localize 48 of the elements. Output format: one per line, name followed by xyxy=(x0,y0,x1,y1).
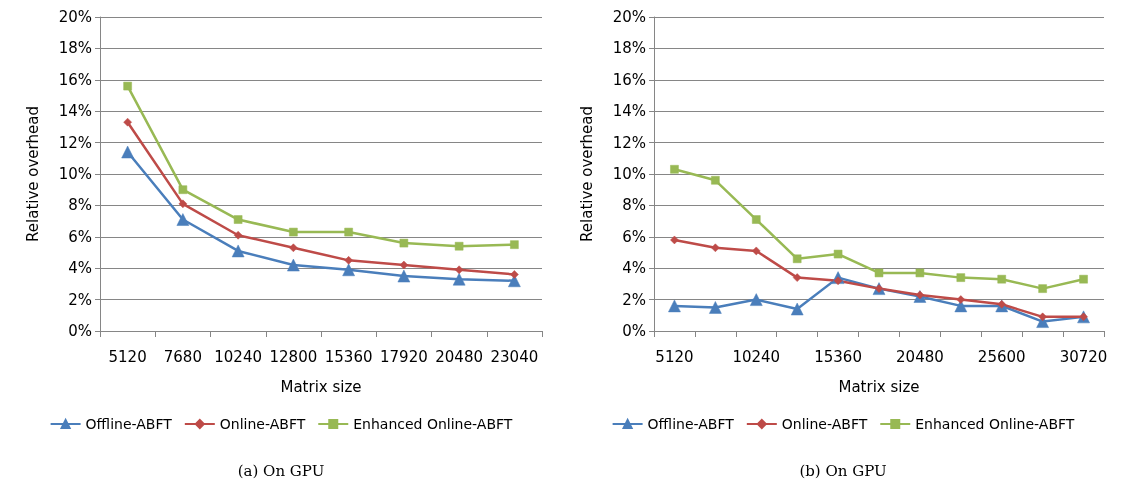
x-tick-label: 10240 xyxy=(214,347,262,366)
x-tick-label: 12800 xyxy=(269,347,318,366)
x-axis-title: Matrix size xyxy=(838,377,920,396)
legend-label: Enhanced Online-ABFT xyxy=(915,416,1075,432)
y-axis-title: Relative overhead xyxy=(577,106,596,242)
x-tick-label: 20480 xyxy=(435,347,483,366)
y-tick-label: 2% xyxy=(622,290,646,309)
y-tick-label: 10% xyxy=(612,165,646,183)
y-tick-label: 4% xyxy=(622,259,646,278)
legend-label: Enhanced Online-ABFT xyxy=(353,416,513,432)
x-tick-label: 15360 xyxy=(324,347,373,366)
x-tick-label: 30720 xyxy=(1059,347,1108,366)
y-tick-label: 0% xyxy=(68,322,92,340)
x-axis-title: Matrix size xyxy=(280,377,362,396)
text: (b) On GPU xyxy=(799,461,887,480)
y-tick-label: 0% xyxy=(622,322,646,340)
y-tick-label: 8% xyxy=(622,196,646,215)
y-tick-label: 6% xyxy=(68,227,92,246)
y-tick-label: 6% xyxy=(622,227,646,246)
x-tick-label: 25600 xyxy=(977,347,1026,366)
y-tick-label: 8% xyxy=(68,196,92,215)
text: (a) On GPU xyxy=(237,461,325,480)
y-tick-label: 4% xyxy=(68,259,92,278)
legend-label: Offline-ABFT xyxy=(85,416,173,432)
y-tick-label: 18% xyxy=(58,39,92,58)
y-tick-label: 12% xyxy=(58,133,92,152)
x-tick-label: 5120 xyxy=(108,347,147,366)
y-tick-label: 20% xyxy=(612,8,646,26)
y-axis-title: Relative overhead xyxy=(23,106,42,242)
y-tick-label: 14% xyxy=(58,102,92,121)
x-tick-label: 15360 xyxy=(814,347,862,366)
y-tick-label: 16% xyxy=(612,70,646,89)
x-tick-label: 17920 xyxy=(380,347,428,366)
x-tick-label: 10240 xyxy=(732,347,781,366)
x-tick-label: 20480 xyxy=(896,347,944,366)
y-tick-label: 20% xyxy=(58,8,92,26)
y-tick-label: 10% xyxy=(58,165,92,183)
x-tick-label: 23040 xyxy=(490,347,539,366)
x-tick-label: 7680 xyxy=(163,347,202,366)
y-tick-label: 2% xyxy=(68,290,92,309)
x-tick-label: 5120 xyxy=(655,347,694,366)
y-tick-label: 14% xyxy=(612,102,646,121)
legend-label: Online-ABFT xyxy=(781,416,868,432)
y-tick-label: 18% xyxy=(612,39,646,58)
legend-label: Offline-ABFT xyxy=(647,416,735,432)
legend-label: Online-ABFT xyxy=(219,416,306,432)
y-tick-label: 12% xyxy=(612,133,646,152)
y-tick-label: 16% xyxy=(58,70,92,89)
